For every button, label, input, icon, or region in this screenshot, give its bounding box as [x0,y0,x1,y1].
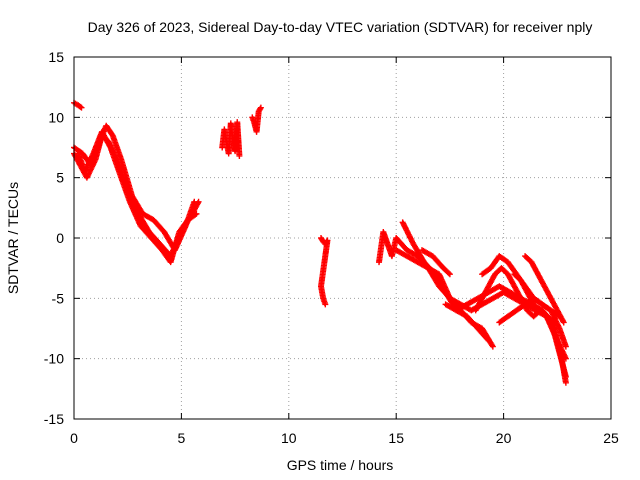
data-point-marker [548,318,555,325]
series-arc-15 [496,295,563,326]
x-tick-label: 0 [70,430,78,446]
data-point-marker [446,271,453,278]
y-tick-label: -10 [44,351,64,367]
data-point-marker [445,270,452,277]
data-point-marker [257,105,264,112]
series-arc-11 [418,247,453,278]
x-tick-label: 10 [281,430,297,446]
data-point-marker [562,343,569,350]
x-axis-label: GPS time / hours [287,457,394,473]
y-tick-label: -5 [52,290,65,306]
series-arc-6 [249,104,264,135]
data-point-marker [560,319,567,326]
data-point-marker [193,210,200,217]
data-point-marker [78,104,85,111]
data-point-marker [322,301,329,308]
y-tick-label: 10 [48,109,64,125]
x-tick-label: 15 [388,430,404,446]
y-tick-label: 0 [56,230,64,246]
series-arc-17 [522,253,567,326]
y-tick-label: 5 [56,170,64,186]
data-point-marker [489,343,496,350]
data-point-marker [257,104,264,111]
chart-title: Day 326 of 2023, Sidereal Day-to-day VTE… [88,19,593,35]
x-tick-labels: 0 5 10 15 20 25 [70,430,619,446]
data-point-marker [192,211,199,218]
series-arc-9 [399,219,492,344]
series-arc-4 [71,99,85,111]
data-point-marker [562,373,569,380]
data-point-marker [484,336,491,343]
data-point-marker [77,103,84,110]
x-tick-label: 5 [178,430,186,446]
axis-ticks [73,56,612,420]
data-point-marker [550,319,557,326]
data-point-marker [191,198,198,205]
y-tick-label: -15 [44,411,64,427]
y-tick-labels: -15 -10 -5 0 5 10 15 [44,49,64,427]
x-tick-label: 20 [496,430,512,446]
data-point-marker [562,379,569,386]
x-tick-label: 25 [603,430,619,446]
y-tick-label: 15 [48,49,64,65]
series-arc-3 [75,128,200,266]
data-point-marker [489,342,496,349]
series-arc-5 [219,119,243,159]
data-point-marker [485,337,492,344]
data-points [71,99,569,386]
series-arc-13 [472,265,569,380]
series-arc-16 [511,271,557,326]
series-arc-7 [318,235,331,308]
data-point-marker [236,152,243,159]
y-axis-label: SDTVAR / TECUs [5,182,21,294]
